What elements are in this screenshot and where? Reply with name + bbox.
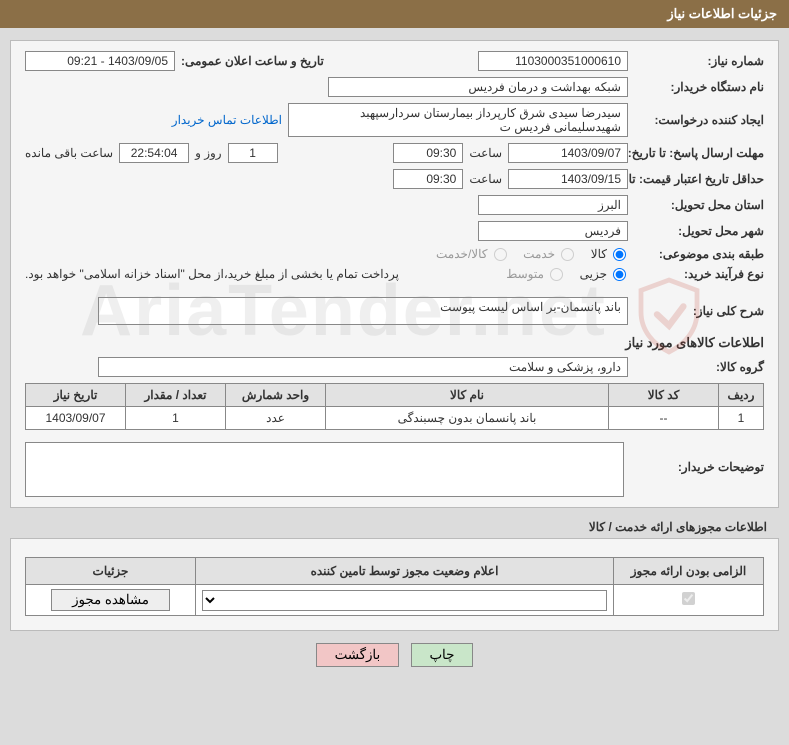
th-row: ردیف bbox=[719, 384, 764, 407]
field-reply-time: 09:30 bbox=[393, 143, 463, 163]
field-province: البرز bbox=[478, 195, 628, 215]
row-price-validity: حداقل تاریخ اعتبار قیمت: تا تاریخ: 1403/… bbox=[25, 169, 764, 189]
field-time-left: 22:54:04 bbox=[119, 143, 189, 163]
radio-goods[interactable] bbox=[613, 248, 626, 261]
label-price-validity: حداقل تاریخ اعتبار قیمت: تا تاریخ: bbox=[634, 172, 764, 186]
print-button[interactable]: چاپ bbox=[411, 643, 474, 667]
field-goods-group: دارو، پزشکی و سلامت bbox=[98, 357, 628, 377]
th-date: تاریخ نیاز bbox=[26, 384, 126, 407]
field-city: فردیس bbox=[478, 221, 628, 241]
view-permission-button[interactable]: مشاهده مجوز bbox=[51, 589, 170, 611]
label-need-summary: شرح کلی نیاز: bbox=[634, 304, 764, 318]
field-need-no: 1103000351000610 bbox=[478, 51, 628, 71]
label-requester: ایجاد کننده درخواست: bbox=[634, 113, 764, 127]
cell-code: -- bbox=[609, 407, 719, 430]
radio-label-medium: متوسط bbox=[506, 267, 544, 281]
cell-unit: عدد bbox=[226, 407, 326, 430]
bottom-buttons: چاپ بازگشت bbox=[0, 643, 789, 667]
field-requester: سیدرضا سیدی شرق کارپرداز بیمارستان سردار… bbox=[288, 103, 628, 137]
field-price-date: 1403/09/15 bbox=[508, 169, 628, 189]
field-price-time: 09:30 bbox=[393, 169, 463, 189]
radio-group-subject: کالا خدمت کالا/خدمت bbox=[436, 247, 628, 261]
field-announce-dt: 1403/09/05 - 09:21 bbox=[25, 51, 175, 71]
row-reply-deadline: مهلت ارسال پاسخ: تا تاریخ: 1403/09/07 سا… bbox=[25, 143, 764, 163]
row-purchase-type: نوع فرآیند خرید: جزیی متوسط پرداخت تمام … bbox=[25, 267, 764, 281]
label-announce-dt: تاریخ و ساعت اعلان عمومی: bbox=[181, 54, 324, 68]
row-buyer-org: نام دستگاه خریدار: شبکه بهداشت و درمان ف… bbox=[25, 77, 764, 97]
cell-date: 1403/09/07 bbox=[26, 407, 126, 430]
goods-table: ردیف کد کالا نام کالا واحد شمارش تعداد /… bbox=[25, 383, 764, 430]
checkbox-mandatory bbox=[682, 592, 695, 605]
th-code: کد کالا bbox=[609, 384, 719, 407]
label-remaining: ساعت باقی مانده bbox=[25, 146, 113, 160]
label-subject-class: طبقه بندی موضوعی: bbox=[634, 247, 764, 261]
radio-service[interactable] bbox=[561, 248, 574, 261]
label-buyer-org: نام دستگاه خریدار: bbox=[634, 80, 764, 94]
field-buyer-explain bbox=[25, 442, 624, 497]
field-reply-date: 1403/09/07 bbox=[508, 143, 628, 163]
permissions-panel: الزامی بودن ارائه مجوز اعلام وضعیت مجوز … bbox=[10, 538, 779, 631]
label-hour-1: ساعت bbox=[469, 146, 502, 160]
table-row: 1 -- باند پانسمان بدون چسبندگی عدد 1 140… bbox=[26, 407, 764, 430]
main-panel: شماره نیاز: 1103000351000610 تاریخ و ساع… bbox=[10, 40, 779, 508]
label-province: استان محل تحویل: bbox=[634, 198, 764, 212]
cell-mandatory bbox=[614, 585, 764, 616]
radio-partial[interactable] bbox=[613, 268, 626, 281]
table-row: مشاهده مجوز bbox=[26, 585, 764, 616]
label-hour-2: ساعت bbox=[469, 172, 502, 186]
radio-label-partial: جزیی bbox=[580, 267, 607, 281]
th-qty: تعداد / مقدار bbox=[126, 384, 226, 407]
radio-label-goods-service: کالا/خدمت bbox=[436, 247, 487, 261]
section-permissions: اطلاعات مجوزهای ارائه خدمت / کالا bbox=[22, 520, 767, 534]
cell-qty: 1 bbox=[126, 407, 226, 430]
row-need-no: شماره نیاز: 1103000351000610 تاریخ و ساع… bbox=[25, 51, 764, 71]
radio-label-goods: کالا bbox=[591, 247, 607, 261]
label-city: شهر محل تحویل: bbox=[634, 224, 764, 238]
th-name: نام کالا bbox=[326, 384, 609, 407]
permissions-table: الزامی بودن ارائه مجوز اعلام وضعیت مجوز … bbox=[25, 557, 764, 616]
label-reply-deadline: مهلت ارسال پاسخ: تا تاریخ: bbox=[634, 146, 764, 160]
field-days-left: 1 bbox=[228, 143, 278, 163]
row-need-summary: شرح کلی نیاز: باند پانسمان-بر اساس لیست … bbox=[25, 297, 764, 325]
row-province: استان محل تحویل: البرز bbox=[25, 195, 764, 215]
field-buyer-org: شبکه بهداشت و درمان فردیس bbox=[328, 77, 628, 97]
radio-medium[interactable] bbox=[550, 268, 563, 281]
row-subject-class: طبقه بندی موضوعی: کالا خدمت کالا/خدمت bbox=[25, 247, 764, 261]
header-title: جزئیات اطلاعات نیاز bbox=[667, 6, 777, 21]
panel-header: جزئیات اطلاعات نیاز bbox=[0, 0, 789, 28]
radio-label-service: خدمت bbox=[523, 247, 555, 261]
label-day-and: روز و bbox=[195, 146, 222, 160]
cell-name: باند پانسمان بدون چسبندگی bbox=[326, 407, 609, 430]
cell-row: 1 bbox=[719, 407, 764, 430]
label-need-no: شماره نیاز: bbox=[634, 54, 764, 68]
section-goods-info: اطلاعات کالاهای مورد نیاز bbox=[25, 335, 764, 351]
label-purchase-type: نوع فرآیند خرید: bbox=[634, 267, 764, 281]
select-status[interactable] bbox=[202, 590, 607, 611]
th-unit: واحد شمارش bbox=[226, 384, 326, 407]
row-goods-group: گروه کالا: دارو، پزشکی و سلامت bbox=[25, 357, 764, 377]
radio-group-purchase: جزیی متوسط bbox=[506, 267, 628, 281]
th-details: جزئیات bbox=[26, 558, 196, 585]
label-buyer-explain: توضیحات خریدار: bbox=[634, 442, 764, 474]
row-city: شهر محل تحویل: فردیس bbox=[25, 221, 764, 241]
cell-details: مشاهده مجوز bbox=[26, 585, 196, 616]
th-mandatory: الزامی بودن ارائه مجوز bbox=[614, 558, 764, 585]
th-status: اعلام وضعیت مجوز توسط تامین کننده bbox=[196, 558, 614, 585]
label-goods-group: گروه کالا: bbox=[634, 360, 764, 374]
radio-goods-service[interactable] bbox=[494, 248, 507, 261]
cell-status bbox=[196, 585, 614, 616]
treasury-note: پرداخت تمام یا بخشی از مبلغ خرید،از محل … bbox=[25, 267, 399, 281]
field-need-summary: باند پانسمان-بر اساس لیست پیوست bbox=[98, 297, 628, 325]
back-button[interactable]: بازگشت bbox=[316, 643, 400, 667]
link-contact[interactable]: اطلاعات تماس خریدار bbox=[172, 113, 282, 127]
row-requester: ایجاد کننده درخواست: سیدرضا سیدی شرق کار… bbox=[25, 103, 764, 137]
row-buyer-explain: توضیحات خریدار: bbox=[25, 442, 764, 497]
